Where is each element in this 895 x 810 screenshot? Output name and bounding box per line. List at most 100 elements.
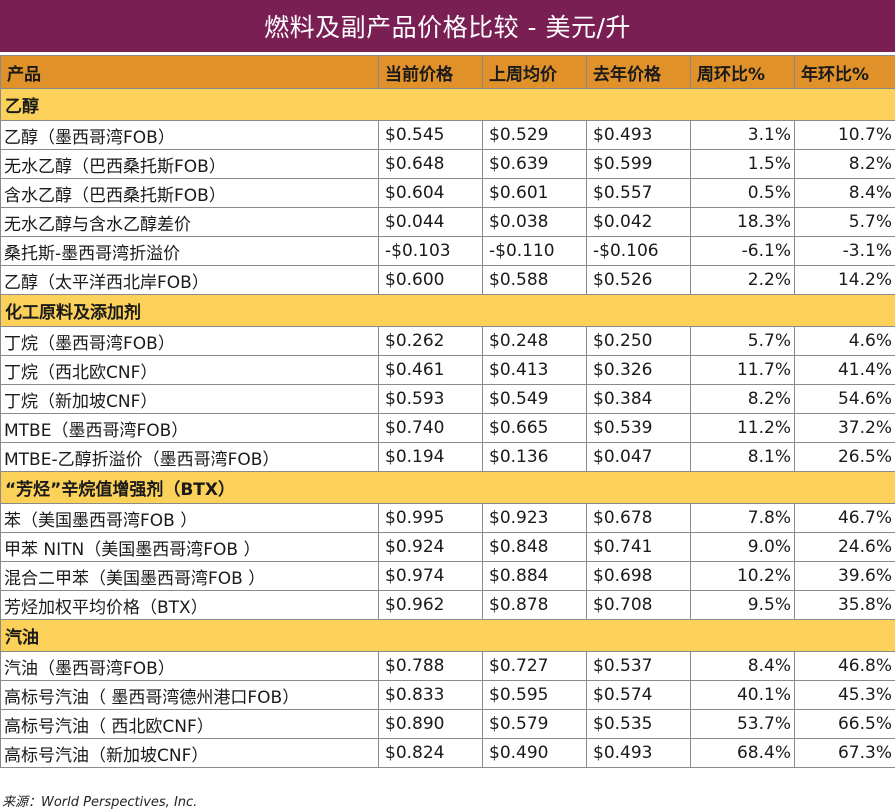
last-year-price-cell: $0.326: [586, 355, 691, 385]
section-header-row: 乙醇: [0, 88, 895, 121]
product-cell: 混合二甲苯（美国墨西哥湾FOB ）: [0, 561, 379, 591]
last-week-avg-cell: $0.884: [482, 561, 587, 591]
table-row: 丁烷（新加坡CNF） $0.593 $0.549 $0.384 8.2% 54.6%: [0, 384, 895, 414]
current-price-cell: $0.194: [378, 442, 483, 472]
last-week-avg-cell: $0.639: [482, 149, 587, 179]
table-row: 高标号汽油（ 西北欧CNF） $0.890 $0.579 $0.535 53.7% 66.…: [0, 709, 895, 739]
section-title: “芳烃”辛烷值增强剂（BTX）: [0, 471, 895, 504]
wow-change-cell: 9.5%: [690, 590, 795, 620]
yoy-change-cell: 8.2%: [794, 149, 895, 179]
table-row: 高标号汽油（ 墨西哥湾德州港口FOB） $0.833 $0.595 $0.574 40.…: [0, 680, 895, 710]
wow-change-cell: 1.5%: [690, 149, 795, 179]
product-cell: 高标号汽油（ 墨西哥湾德州港口FOB）: [0, 680, 379, 710]
last-year-price-cell: $0.741: [586, 532, 691, 562]
wow-change-cell: 8.1%: [690, 442, 795, 472]
table-row: 丁烷（墨西哥湾FOB） $0.262 $0.248 $0.250 5.7% 4.6%: [0, 326, 895, 356]
current-price-cell: $0.461: [378, 355, 483, 385]
current-price-cell: $0.740: [378, 413, 483, 443]
last-week-avg-cell: -$0.110: [482, 236, 587, 266]
table-row: MTBE-乙醇折溢价（墨西哥湾FOB） $0.194 $0.136 $0.047 8.1…: [0, 442, 895, 472]
current-price-cell: $0.824: [378, 738, 483, 768]
current-price-cell: $0.974: [378, 561, 483, 591]
yoy-change-cell: 66.5%: [794, 709, 895, 739]
last-year-price-cell: $0.574: [586, 680, 691, 710]
product-cell: 汽油（墨西哥湾FOB）: [0, 651, 379, 681]
current-price-cell: $0.962: [378, 590, 483, 620]
yoy-change-cell: 45.3%: [794, 680, 895, 710]
last-year-price-cell: $0.708: [586, 590, 691, 620]
wow-change-cell: 9.0%: [690, 532, 795, 562]
wow-change-cell: 0.5%: [690, 178, 795, 208]
product-cell: 苯（美国墨西哥湾FOB ）: [0, 503, 379, 533]
yoy-change-cell: 4.6%: [794, 326, 895, 356]
table-row: 乙醇（太平洋西北岸FOB） $0.600 $0.588 $0.526 2.2% 14.2%: [0, 265, 895, 295]
current-price-cell: $0.924: [378, 532, 483, 562]
wow-change-cell: 18.3%: [690, 207, 795, 237]
table-body: 乙醇 乙醇（墨西哥湾FOB） $0.545 $0.529 $0.493 3.1% 10.7%…: [0, 88, 895, 768]
current-price-cell: $0.995: [378, 503, 483, 533]
yoy-change-cell: 41.4%: [794, 355, 895, 385]
last-week-avg-cell: $0.848: [482, 532, 587, 562]
page-title: 燃料及副产品价格比较 - 美元/升: [0, 0, 895, 52]
last-year-price-cell: $0.539: [586, 413, 691, 443]
product-cell: 乙醇（墨西哥湾FOB）: [0, 120, 379, 150]
wow-change-cell: 10.2%: [690, 561, 795, 591]
last-week-avg-cell: $0.601: [482, 178, 587, 208]
last-year-price-cell: $0.678: [586, 503, 691, 533]
table-row: 无水乙醇（巴西桑托斯FOB） $0.648 $0.639 $0.599 1.5% 8.2%: [0, 149, 895, 179]
last-week-avg-cell: $0.549: [482, 384, 587, 414]
product-cell: 高标号汽油（ 西北欧CNF）: [0, 709, 379, 739]
current-price-cell: $0.788: [378, 651, 483, 681]
product-cell: 含水乙醇（巴西桑托斯FOB）: [0, 178, 379, 208]
last-year-price-cell: $0.537: [586, 651, 691, 681]
last-week-avg-cell: $0.923: [482, 503, 587, 533]
last-year-price-cell: -$0.106: [586, 236, 691, 266]
last-week-avg-cell: $0.529: [482, 120, 587, 150]
table-row: 乙醇（墨西哥湾FOB） $0.545 $0.529 $0.493 3.1% 10.7%: [0, 120, 895, 150]
col-header-wow-change: 周环比%: [690, 55, 795, 89]
table-row: 无水乙醇与含水乙醇差价 $0.044 $0.038 $0.042 18.3% 5.7%: [0, 207, 895, 237]
price-table: 产品 当前价格 上周均价 去年价格 周环比% 年环比% 乙醇 乙醇（墨西哥湾FOB…: [0, 55, 895, 768]
wow-change-cell: 7.8%: [690, 503, 795, 533]
table-row: 桑托斯-墨西哥湾折溢价 -$0.103 -$0.110 -$0.106 -6.1% -3.…: [0, 236, 895, 266]
current-price-cell: $0.044: [378, 207, 483, 237]
current-price-cell: $0.648: [378, 149, 483, 179]
wow-change-cell: 40.1%: [690, 680, 795, 710]
last-year-price-cell: $0.557: [586, 178, 691, 208]
product-cell: 甲苯 NITN（美国墨西哥湾FOB ）: [0, 532, 379, 562]
product-cell: MTBE-乙醇折溢价（墨西哥湾FOB）: [0, 442, 379, 472]
section-header-row: 化工原料及添加剂: [0, 294, 895, 327]
table-header: 产品 当前价格 上周均价 去年价格 周环比% 年环比%: [0, 55, 895, 89]
wow-change-cell: 3.1%: [690, 120, 795, 150]
wow-change-cell: 5.7%: [690, 326, 795, 356]
col-header-product: 产品: [0, 55, 379, 89]
last-year-price-cell: $0.493: [586, 738, 691, 768]
last-week-avg-cell: $0.727: [482, 651, 587, 681]
last-week-avg-cell: $0.248: [482, 326, 587, 356]
product-cell: 芳烃加权平均价格（BTX）: [0, 590, 379, 620]
yoy-change-cell: 54.6%: [794, 384, 895, 414]
wow-change-cell: 8.4%: [690, 651, 795, 681]
last-year-price-cell: $0.698: [586, 561, 691, 591]
yoy-change-cell: 14.2%: [794, 265, 895, 295]
product-cell: 丁烷（新加坡CNF）: [0, 384, 379, 414]
wow-change-cell: 68.4%: [690, 738, 795, 768]
wow-change-cell: 8.2%: [690, 384, 795, 414]
current-price-cell: $0.833: [378, 680, 483, 710]
table-row: 苯（美国墨西哥湾FOB ） $0.995 $0.923 $0.678 7.8% 46.7%: [0, 503, 895, 533]
product-cell: 桑托斯-墨西哥湾折溢价: [0, 236, 379, 266]
current-price-cell: $0.890: [378, 709, 483, 739]
yoy-change-cell: 67.3%: [794, 738, 895, 768]
table-row: 高标号汽油（新加坡CNF） $0.824 $0.490 $0.493 68.4% 67.3…: [0, 738, 895, 768]
title-divider: [0, 52, 895, 55]
table-row: 汽油（墨西哥湾FOB） $0.788 $0.727 $0.537 8.4% 46.8%: [0, 651, 895, 681]
col-header-last-week-avg: 上周均价: [482, 55, 587, 89]
last-week-avg-cell: $0.665: [482, 413, 587, 443]
section-header-row: 汽油: [0, 619, 895, 652]
yoy-change-cell: 5.7%: [794, 207, 895, 237]
last-year-price-cell: $0.599: [586, 149, 691, 179]
last-week-avg-cell: $0.490: [482, 738, 587, 768]
col-header-current-price: 当前价格: [378, 55, 483, 89]
product-cell: 高标号汽油（新加坡CNF）: [0, 738, 379, 768]
wow-change-cell: 53.7%: [690, 709, 795, 739]
